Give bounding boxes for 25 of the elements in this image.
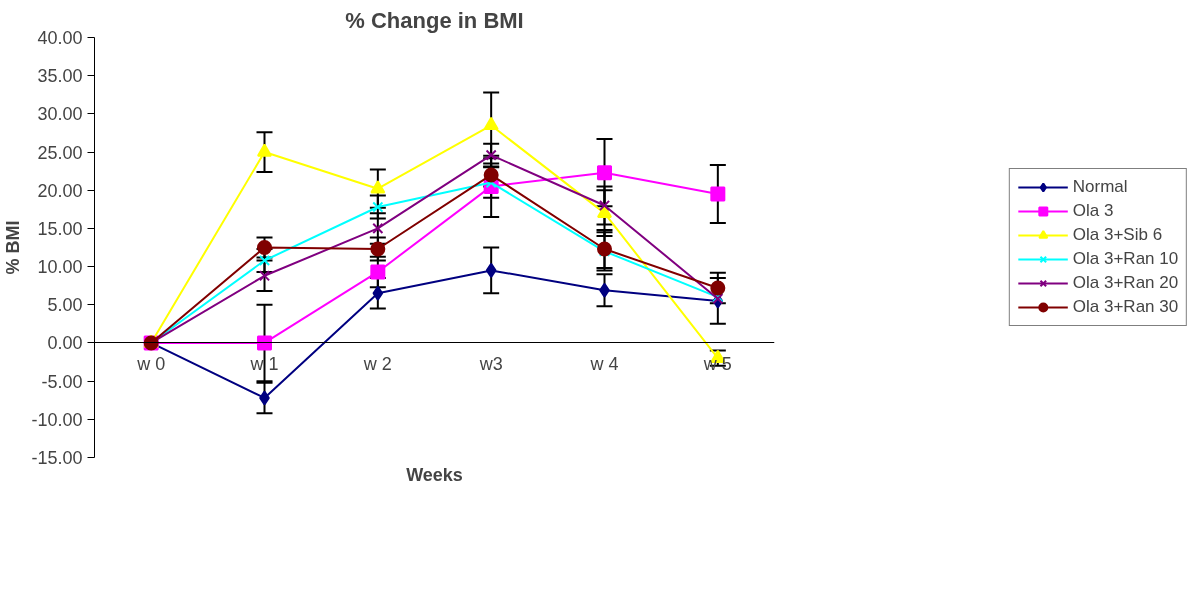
y-tick-label: 20.00 [37, 180, 83, 201]
y-tick-label: 25.00 [37, 142, 83, 163]
chart-title: % Change in BMI [345, 7, 524, 33]
x-tick-label: w 0 [136, 353, 166, 374]
y-tick-label: 5.00 [47, 295, 83, 316]
y-tick-label: -5.00 [41, 371, 83, 392]
legend-label: Ola 3+Ran 10 [1072, 249, 1179, 269]
x-axis-title: Weeks [406, 464, 463, 485]
y-tick-label: 15.00 [37, 218, 83, 239]
y-axis-title: % BMI [3, 220, 24, 275]
y-tick-label: 30.00 [37, 104, 83, 125]
y-tick-label: 35.00 [37, 66, 83, 87]
y-tick-label: -10.00 [31, 409, 83, 430]
legend-label: Ola 3 [1072, 201, 1114, 221]
y-tick-label: 0.00 [47, 333, 83, 354]
legend-label: Ola 3+Ran 20 [1072, 273, 1179, 293]
legend-label: Ola 3+Ran 30 [1072, 297, 1179, 317]
legend-label: Normal [1072, 177, 1128, 197]
x-tick-label: w 4 [589, 353, 619, 374]
y-tick-label: -15.00 [31, 448, 83, 468]
x-tick-label: w3 [478, 353, 503, 374]
legend-label: Ola 3+Sib 6 [1072, 225, 1163, 245]
x-tick-label: w 2 [362, 353, 392, 374]
y-tick-label: 40.00 [37, 28, 83, 48]
y-tick-label: 10.00 [37, 257, 83, 278]
